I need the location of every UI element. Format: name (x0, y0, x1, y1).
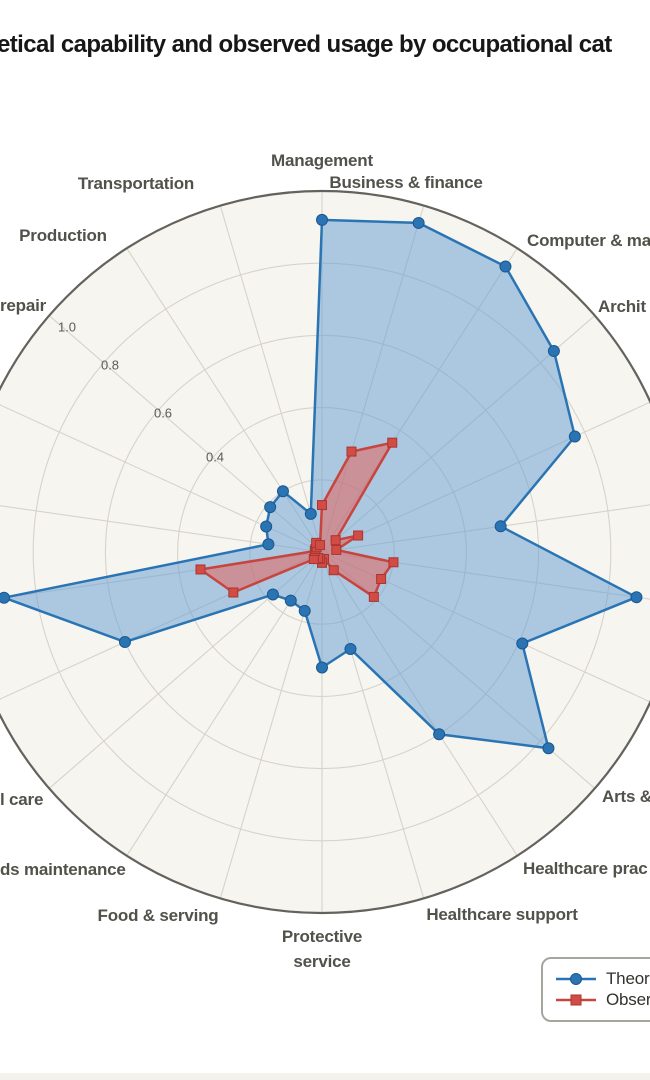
theoretical-data-point (260, 520, 273, 533)
axis-label-arts: Arts & (602, 787, 650, 806)
legend-item-theoretical: Theor (555, 968, 650, 990)
axis-label-healthcare-support: Healthcare support (426, 905, 578, 924)
axis-label-archit: Archit (598, 297, 646, 316)
grid-spoke (219, 205, 323, 553)
observed-data-point (314, 540, 325, 551)
theoretical-data-point (304, 507, 317, 520)
observed-data-point (388, 557, 399, 568)
theoretical-data-point (344, 642, 357, 655)
observed-data-point (368, 591, 379, 602)
theoretical-data-point (542, 742, 555, 755)
chart-title: etical capability and observed usage by … (0, 31, 612, 58)
theoretical-data-point (266, 588, 279, 601)
observed-series-marker-icon (556, 994, 596, 1006)
radial-tick-0.4: 0.4 (205, 449, 225, 465)
axis-label-computer-ma: Computer & ma (527, 231, 650, 250)
theoretical-data-point (0, 591, 10, 604)
observed-data-point (353, 530, 364, 541)
outer-boundary-ring (0, 190, 650, 914)
axis-label-l-care: l care (0, 790, 44, 809)
theoretical-data-point (630, 591, 643, 604)
theoretical-data-point (433, 728, 446, 741)
theoretical-data-point (262, 538, 275, 551)
observed-data-point (346, 446, 357, 457)
theoretical-data-point (118, 635, 131, 648)
radial-tick-1.0: 1.0 (57, 319, 77, 335)
theoretical-data-point (284, 594, 297, 607)
radial-tick-0.8: 0.8 (100, 357, 120, 373)
observed-data-point (228, 587, 239, 598)
chart-legend: Theor Obser (541, 957, 650, 1022)
radial-tick-0.6: 0.6 (153, 405, 173, 421)
observed-data-point (328, 565, 339, 576)
observed-data-point (387, 437, 398, 448)
legend-item-observed: Obser (555, 990, 650, 1012)
theoretical-series-marker-icon (556, 972, 596, 985)
theoretical-data-point (276, 485, 289, 498)
theoretical-data-point (494, 520, 507, 533)
theoretical-data-point (412, 216, 425, 229)
theoretical-data-point (298, 604, 311, 617)
observed-data-point (376, 573, 387, 584)
axis-label-food-serving: Food & serving (97, 906, 219, 925)
theoretical-data-point (568, 430, 581, 443)
legend-label-theoretical: Theor (606, 968, 650, 988)
axis-label-business-finance: Business & finance (329, 173, 483, 192)
theoretical-data-point (264, 501, 277, 514)
axis-label-management: Management (271, 151, 373, 170)
axis-label-healthcare-prac: Healthcare prac (523, 859, 648, 878)
axis-label-protective-service: Protective service (281, 927, 363, 971)
observed-data-point (330, 535, 341, 546)
theoretical-data-point (499, 260, 512, 273)
grid-spoke (0, 505, 323, 553)
axis-label-production: Production (19, 226, 107, 245)
observed-data-point (331, 544, 342, 555)
page-bottom-divider (0, 1073, 650, 1080)
axis-label-ds-maintenance: ds maintenance (0, 860, 126, 879)
theoretical-data-point (316, 213, 328, 226)
theoretical-data-point (316, 661, 328, 674)
legend-label-observed: Obser (606, 990, 650, 1010)
axis-label-repair: repair (0, 296, 47, 315)
theoretical-data-point (547, 345, 560, 358)
observed-data-point (195, 564, 206, 575)
observed-data-point (317, 500, 327, 511)
theoretical-data-point (516, 637, 529, 650)
axis-label-transportation: Transportation (77, 174, 195, 193)
